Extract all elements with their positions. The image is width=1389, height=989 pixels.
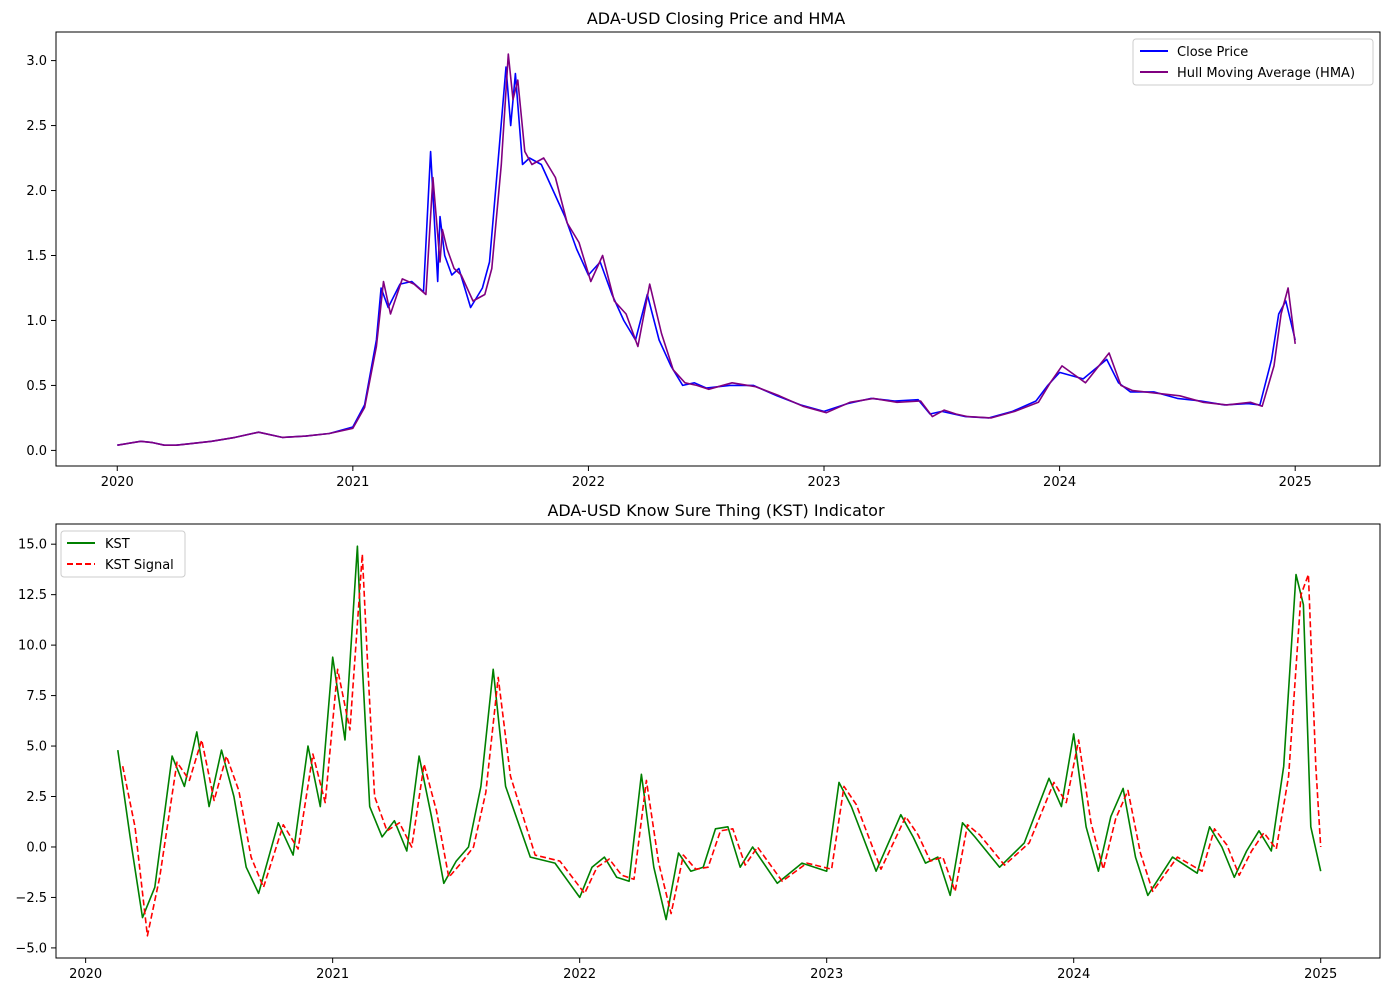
price-chart-legend: Close Price Hull Moving Average (HMA)	[1132, 38, 1374, 86]
y-tick-label: 2.5	[26, 119, 47, 134]
y-tick-label: 0.0	[26, 444, 47, 459]
price-chart-y-ticks: 0.0 0.5 1.0 1.5 2.0 2.5 3.0	[26, 54, 56, 459]
y-tick-label: −5.0	[15, 941, 47, 956]
x-tick-label: 2021	[336, 475, 369, 490]
y-tick-label: 1.5	[26, 249, 47, 264]
price-chart-axes-frame	[55, 31, 1381, 467]
y-tick-label: 0.5	[26, 379, 47, 394]
y-tick-label: 5.0	[26, 740, 47, 755]
kst-chart-x-ticks: 2020 2021 2022 2023 2024 2025	[69, 958, 1337, 982]
y-tick-label: 0.0	[26, 840, 47, 855]
y-tick-label: 2.0	[26, 184, 47, 199]
series-line-1-1	[121, 553, 1322, 937]
y-tick-label: 3.0	[26, 54, 47, 69]
y-tick-label: 1.0	[26, 314, 47, 329]
x-tick-label: 2022	[563, 967, 596, 982]
x-tick-label: 2021	[316, 967, 349, 982]
y-tick-label: 10.0	[18, 639, 47, 654]
series-line-1-0	[117, 545, 1322, 921]
x-tick-label: 2023	[807, 475, 840, 490]
kst-chart-series	[117, 545, 1322, 937]
price-chart: ADA-USD Closing Price and HMA 2020 2021 20…	[26, 9, 1381, 490]
kst-chart-legend: KST KST Signal	[60, 530, 186, 578]
series-line-0-0	[117, 66, 1296, 447]
y-tick-label: 12.5	[18, 588, 47, 603]
x-tick-label: 2020	[101, 475, 134, 490]
x-tick-label: 2023	[810, 967, 843, 982]
y-tick-label: 2.5	[26, 790, 47, 805]
legend-label-close-price: Close Price	[1177, 45, 1248, 60]
kst-chart: ADA-USD Know Sure Thing (KST) Indicator …	[15, 501, 1381, 982]
kst-chart-y-ticks: −5.0 −2.5 0.0 2.5 5.0 7.5 10.0 12.5 15.0	[15, 538, 56, 956]
x-tick-label: 2025	[1279, 475, 1312, 490]
price-chart-x-ticks: 2020 2021 2022 2023 2024 2025	[101, 466, 1312, 490]
y-tick-label: −2.5	[15, 891, 47, 906]
x-tick-label: 2022	[572, 475, 605, 490]
legend-label-kst: KST	[105, 537, 130, 552]
price-chart-title: ADA-USD Closing Price and HMA	[587, 9, 845, 28]
x-tick-label: 2020	[69, 967, 102, 982]
price-chart-legend-box	[1132, 38, 1374, 86]
y-tick-label: 15.0	[18, 538, 47, 553]
x-tick-label: 2025	[1304, 967, 1337, 982]
kst-chart-axes-frame	[55, 523, 1381, 959]
series-line-0-1	[117, 53, 1296, 447]
legend-label-hma: Hull Moving Average (HMA)	[1177, 66, 1355, 81]
y-tick-label: 7.5	[26, 689, 47, 704]
legend-label-kst-signal: KST Signal	[105, 558, 174, 573]
x-tick-label: 2024	[1043, 475, 1076, 490]
kst-chart-title: ADA-USD Know Sure Thing (KST) Indicator	[547, 501, 885, 520]
price-chart-series	[117, 53, 1296, 447]
x-tick-label: 2024	[1057, 967, 1090, 982]
